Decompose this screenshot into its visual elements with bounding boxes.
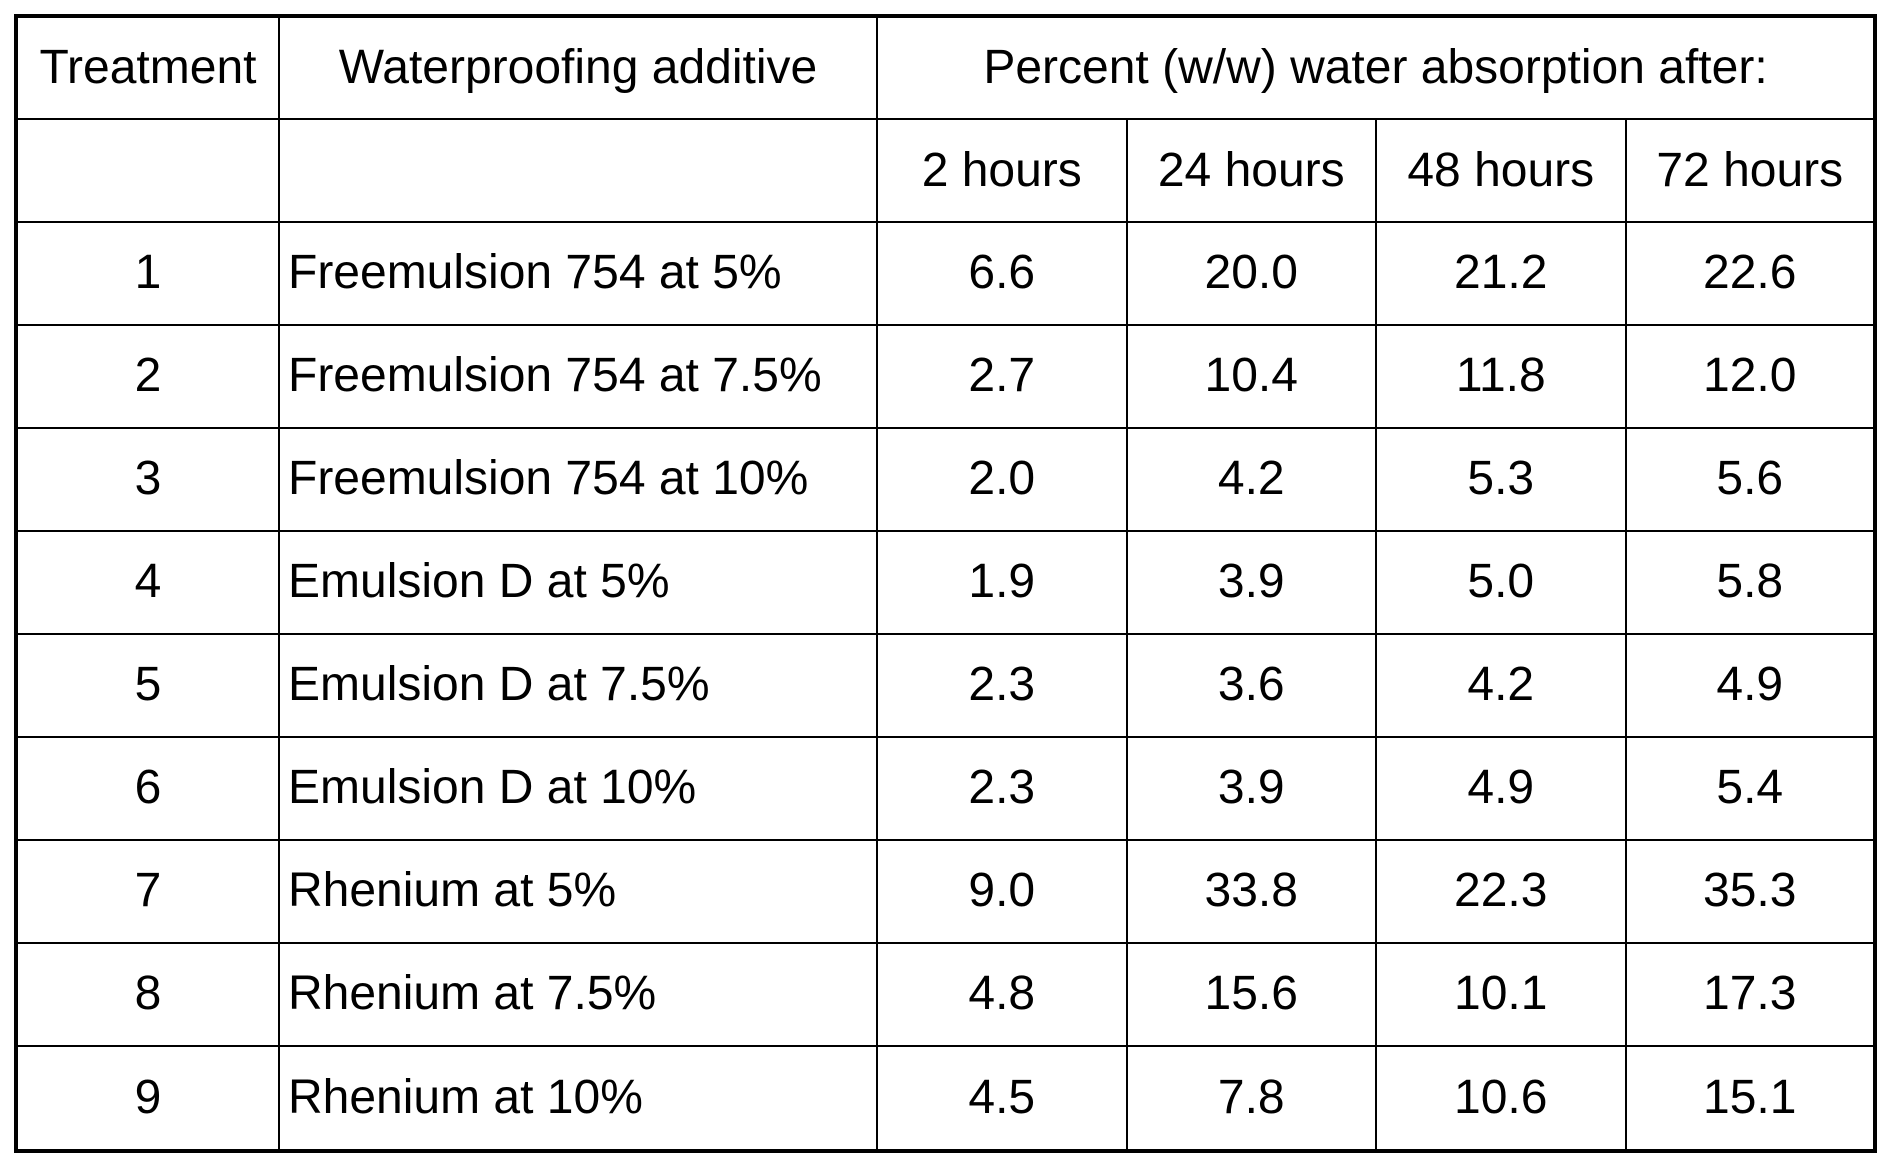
value-72h-cell: 35.3 [1626,840,1876,943]
table-row: 2 Freemulsion 754 at 7.5% 2.7 10.4 11.8 … [16,325,1875,428]
value-48h-cell: 4.2 [1376,634,1626,737]
value-48h-cell: 22.3 [1376,840,1626,943]
value-48h-cell: 10.6 [1376,1046,1626,1151]
value-72h-cell: 22.6 [1626,222,1876,325]
table-row: 9 Rhenium at 10% 4.5 7.8 10.6 15.1 [16,1046,1875,1151]
value-2h-cell: 2.7 [877,325,1127,428]
value-2h-cell: 4.8 [877,943,1127,1046]
additive-cell: Freemulsion 754 at 5% [279,222,877,325]
value-48h-cell: 11.8 [1376,325,1626,428]
value-2h-cell: 2.0 [877,428,1127,531]
table-row: 8 Rhenium at 7.5% 4.8 15.6 10.1 17.3 [16,943,1875,1046]
additive-cell: Freemulsion 754 at 10% [279,428,877,531]
additive-cell: Emulsion D at 7.5% [279,634,877,737]
table-row: 6 Emulsion D at 10% 2.3 3.9 4.9 5.4 [16,737,1875,840]
value-2h-cell: 2.3 [877,634,1127,737]
header-2-hours: 2 hours [877,119,1127,222]
value-72h-cell: 15.1 [1626,1046,1876,1151]
value-24h-cell: 3.9 [1127,737,1377,840]
additive-cell: Emulsion D at 5% [279,531,877,634]
value-72h-cell: 12.0 [1626,325,1876,428]
value-24h-cell: 33.8 [1127,840,1377,943]
header-absorption: Percent (w/w) water absorption after: [877,16,1875,119]
water-absorption-table: Treatment Waterproofing additive Percent… [14,14,1877,1153]
value-72h-cell: 4.9 [1626,634,1876,737]
header-additive: Waterproofing additive [279,16,877,119]
value-2h-cell: 4.5 [877,1046,1127,1151]
additive-cell: Emulsion D at 10% [279,737,877,840]
header-treatment: Treatment [16,16,279,119]
table-row: 4 Emulsion D at 5% 1.9 3.9 5.0 5.8 [16,531,1875,634]
table-row: 1 Freemulsion 754 at 5% 6.6 20.0 21.2 22… [16,222,1875,325]
value-24h-cell: 3.9 [1127,531,1377,634]
value-2h-cell: 2.3 [877,737,1127,840]
additive-cell: Rhenium at 10% [279,1046,877,1151]
value-2h-cell: 9.0 [877,840,1127,943]
value-24h-cell: 3.6 [1127,634,1377,737]
header-48-hours: 48 hours [1376,119,1626,222]
value-2h-cell: 6.6 [877,222,1127,325]
table-row: 5 Emulsion D at 7.5% 2.3 3.6 4.2 4.9 [16,634,1875,737]
header-24-hours: 24 hours [1127,119,1377,222]
treatment-cell: 8 [16,943,279,1046]
value-48h-cell: 5.3 [1376,428,1626,531]
treatment-cell: 5 [16,634,279,737]
value-48h-cell: 5.0 [1376,531,1626,634]
value-24h-cell: 7.8 [1127,1046,1377,1151]
subheader-additive [279,119,877,222]
value-24h-cell: 20.0 [1127,222,1377,325]
table-subheader-row: 2 hours 24 hours 48 hours 72 hours [16,119,1875,222]
treatment-cell: 2 [16,325,279,428]
treatment-cell: 3 [16,428,279,531]
value-72h-cell: 5.4 [1626,737,1876,840]
additive-cell: Freemulsion 754 at 7.5% [279,325,877,428]
value-72h-cell: 17.3 [1626,943,1876,1046]
treatment-cell: 9 [16,1046,279,1151]
table-header-row: Treatment Waterproofing additive Percent… [16,16,1875,119]
value-72h-cell: 5.8 [1626,531,1876,634]
value-2h-cell: 1.9 [877,531,1127,634]
value-24h-cell: 4.2 [1127,428,1377,531]
document-page: Treatment Waterproofing additive Percent… [14,14,1873,1153]
subheader-treatment [16,119,279,222]
value-48h-cell: 4.9 [1376,737,1626,840]
additive-cell: Rhenium at 7.5% [279,943,877,1046]
value-24h-cell: 15.6 [1127,943,1377,1046]
table-row: 3 Freemulsion 754 at 10% 2.0 4.2 5.3 5.6 [16,428,1875,531]
header-72-hours: 72 hours [1626,119,1876,222]
treatment-cell: 4 [16,531,279,634]
treatment-cell: 7 [16,840,279,943]
value-48h-cell: 10.1 [1376,943,1626,1046]
value-72h-cell: 5.6 [1626,428,1876,531]
treatment-cell: 6 [16,737,279,840]
value-24h-cell: 10.4 [1127,325,1377,428]
table-row: 7 Rhenium at 5% 9.0 33.8 22.3 35.3 [16,840,1875,943]
treatment-cell: 1 [16,222,279,325]
value-48h-cell: 21.2 [1376,222,1626,325]
additive-cell: Rhenium at 5% [279,840,877,943]
